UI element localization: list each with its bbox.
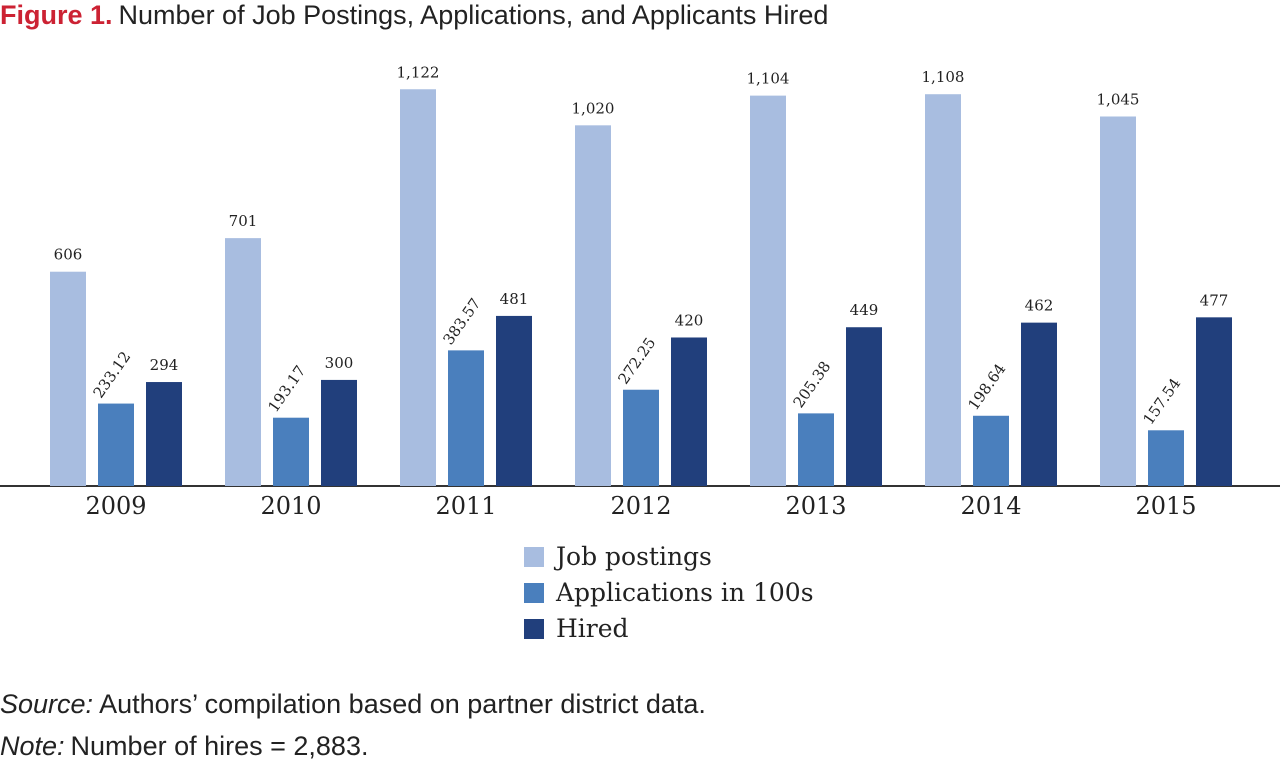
data-label-job-postings-2010: 701 (229, 212, 258, 230)
bar-applications-in-100s-2012 (623, 389, 659, 486)
bar-job-postings-2010 (225, 238, 261, 486)
data-label-job-postings-2015: 1,045 (1097, 90, 1140, 108)
legend-swatch-hired (524, 619, 544, 639)
data-label-job-postings-2009: 606 (54, 246, 83, 264)
legend-label-applications-in-100s: Applications in 100s (555, 578, 814, 607)
data-label-hired-2015: 477 (1200, 291, 1229, 309)
bar-hired-2010 (321, 379, 357, 486)
data-label-applications-in-100s-2009: 233.12 (89, 348, 134, 401)
data-label-applications-in-100s-2013: 205.38 (789, 358, 834, 411)
figure-title: Number of Job Postings, Applications, an… (118, 0, 829, 30)
bar-applications-in-100s-2011 (448, 350, 484, 486)
bar-hired-2011 (496, 315, 532, 486)
data-label-applications-in-100s-2010: 193.17 (264, 362, 309, 415)
source-text: Authors’ compilation based on partner di… (99, 689, 706, 719)
source-label: Source: (0, 689, 94, 719)
data-label-hired-2011: 481 (500, 290, 529, 308)
source-note: Source: Authors’ compilation based on par… (0, 688, 706, 720)
bar-job-postings-2015 (1100, 116, 1136, 486)
legend-swatch-job-postings (524, 547, 544, 567)
bar-applications-in-100s-2014 (973, 415, 1009, 486)
note-label: Note: (0, 731, 65, 761)
x-tick-label-2011: 2011 (435, 492, 496, 520)
x-tick-label-2013: 2013 (785, 492, 846, 520)
bar-job-postings-2009 (50, 271, 86, 486)
data-label-hired-2013: 449 (850, 301, 879, 319)
legend-label-hired: Hired (556, 614, 629, 643)
bar-job-postings-2014 (925, 94, 961, 487)
bar-hired-2015 (1196, 317, 1232, 486)
data-label-applications-in-100s-2012: 272.25 (614, 334, 659, 387)
data-label-applications-in-100s-2014: 198.64 (964, 360, 1009, 413)
x-tick-label-2015: 2015 (1135, 492, 1196, 520)
note-text: Number of hires = 2,883. (70, 731, 369, 761)
bar-hired-2012 (671, 337, 707, 486)
bar-job-postings-2013 (750, 95, 786, 486)
data-label-job-postings-2013: 1,104 (747, 70, 790, 88)
x-tick-label-2014: 2014 (960, 492, 1021, 520)
bar-applications-in-100s-2009 (98, 403, 134, 486)
bar-applications-in-100s-2010 (273, 417, 309, 486)
bar-job-postings-2011 (400, 89, 436, 486)
data-label-hired-2009: 294 (150, 356, 179, 374)
data-label-hired-2012: 420 (675, 311, 704, 329)
hires-note: Note: Number of hires = 2,883. (0, 730, 368, 762)
data-label-applications-in-100s-2015: 157.54 (1139, 375, 1184, 428)
figure-label: Figure 1. (0, 0, 113, 30)
bar-job-postings-2012 (575, 125, 611, 486)
bar-applications-in-100s-2015 (1148, 430, 1184, 486)
data-label-job-postings-2012: 1,020 (572, 99, 615, 117)
bar-applications-in-100s-2013 (798, 413, 834, 486)
x-tick-label-2010: 2010 (260, 492, 321, 520)
legend-label-job-postings: Job postings (553, 542, 712, 571)
data-label-applications-in-100s-2011: 383.57 (439, 295, 484, 348)
data-label-hired-2010: 300 (325, 354, 354, 372)
data-label-job-postings-2011: 1,122 (397, 63, 440, 81)
bar-hired-2013 (846, 327, 882, 486)
x-tick-label-2009: 2009 (85, 492, 146, 520)
data-label-hired-2014: 462 (1025, 297, 1054, 315)
chart-title: Figure 1. Number of Job Postings, Applica… (0, 0, 828, 30)
legend-swatch-applications-in-100s (524, 583, 544, 603)
bar-hired-2009 (146, 382, 182, 486)
bar-chart: 606 233.12 294 2009 701 193.17 300 2010 1,122 383… (0, 63, 1280, 643)
data-label-job-postings-2014: 1,108 (922, 68, 965, 86)
x-tick-label-2012: 2012 (610, 492, 671, 520)
bar-hired-2014 (1021, 322, 1057, 486)
